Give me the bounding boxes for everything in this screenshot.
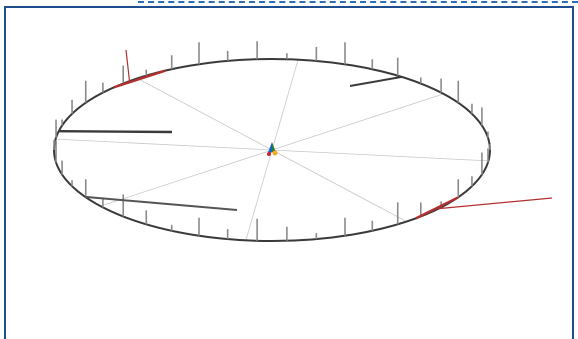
radial-guide-line bbox=[271, 149, 407, 222]
highlight-spur bbox=[438, 197, 553, 210]
dark-spur bbox=[58, 129, 173, 134]
axis-gizmo-icon bbox=[267, 152, 271, 156]
scene-canvas[interactable] bbox=[6, 8, 572, 339]
dark-spur bbox=[349, 75, 402, 87]
highlight-segment bbox=[113, 69, 166, 89]
highlight-spur bbox=[125, 49, 131, 82]
radial-guide-line bbox=[271, 149, 489, 162]
viewport-panel[interactable] bbox=[4, 6, 574, 339]
radial-guide-line bbox=[271, 93, 444, 151]
radial-guide-line bbox=[100, 149, 273, 207]
top-dashed-border bbox=[138, 1, 578, 3]
radial-guide-line bbox=[271, 59, 299, 151]
radial-guide-line bbox=[245, 149, 273, 241]
highlight-segment bbox=[415, 196, 459, 220]
radial-guide-line bbox=[55, 138, 273, 151]
axis-gizmo-icon bbox=[267, 142, 272, 155]
dark-spur bbox=[85, 195, 238, 211]
axis-gizmo-icon bbox=[272, 150, 278, 156]
radial-guide-line bbox=[137, 78, 273, 151]
